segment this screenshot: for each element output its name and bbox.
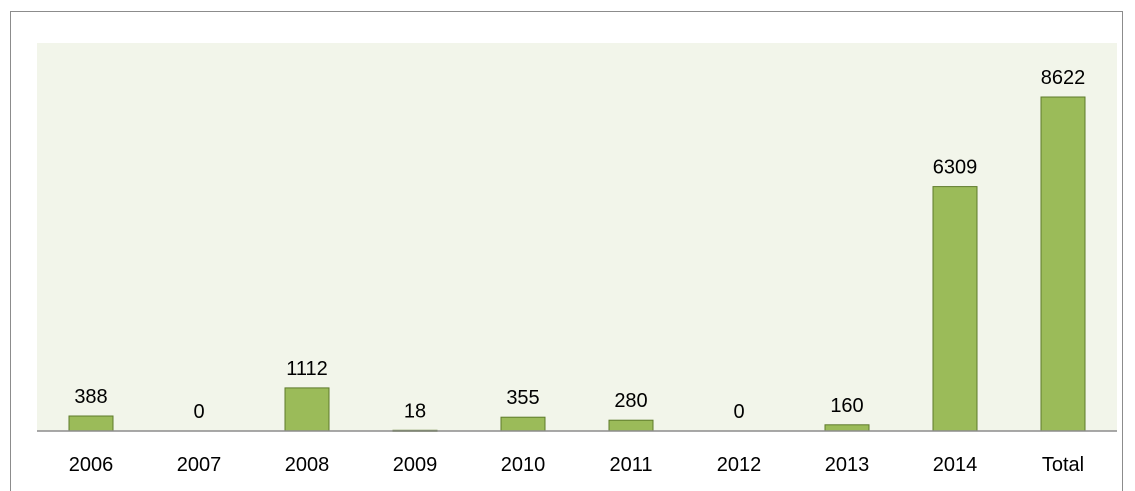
data-label-2014: 6309 xyxy=(933,157,978,179)
bar-2010 xyxy=(500,416,546,432)
data-label-2008: 1112 xyxy=(286,358,328,380)
x-tick-label-total: Total xyxy=(1042,454,1084,476)
x-tick-label-2009: 2009 xyxy=(393,454,438,476)
bar-2006 xyxy=(68,415,114,432)
bar-total xyxy=(1040,96,1086,432)
data-label-2013: 160 xyxy=(830,395,863,417)
x-tick-label-2008: 2008 xyxy=(285,454,330,476)
bar-2013 xyxy=(824,424,870,432)
data-label-2007: 0 xyxy=(193,401,204,423)
bar-2014 xyxy=(932,186,978,432)
x-tick-label-2012: 2012 xyxy=(717,454,762,476)
data-label-2009: 18 xyxy=(404,400,426,422)
x-tick-label-2013: 2013 xyxy=(825,454,870,476)
x-tick-label-2010: 2010 xyxy=(501,454,546,476)
x-tick-labels-group: 2006 2007 2008 2009 2010 2011 2012 2013 2014 Tota… xyxy=(69,454,1084,476)
x-tick-label-2014: 2014 xyxy=(933,454,978,476)
x-tick-label-2007: 2007 xyxy=(177,454,222,476)
data-labels-group: 388 0 1112 18 355 280 0 160 6309 8622 xyxy=(74,67,1085,423)
data-label-2011: 280 xyxy=(614,390,647,412)
data-label-2010: 355 xyxy=(506,387,539,409)
bar-2011 xyxy=(608,419,654,432)
x-tick-label-2006: 2006 xyxy=(69,454,114,476)
data-label-total: 8622 xyxy=(1041,67,1086,89)
bars-group xyxy=(68,96,1086,432)
data-label-2012: 0 xyxy=(733,401,744,423)
bar-2008 xyxy=(284,387,330,432)
data-label-2006: 388 xyxy=(74,386,107,408)
x-tick-label-2011: 2011 xyxy=(609,454,652,476)
